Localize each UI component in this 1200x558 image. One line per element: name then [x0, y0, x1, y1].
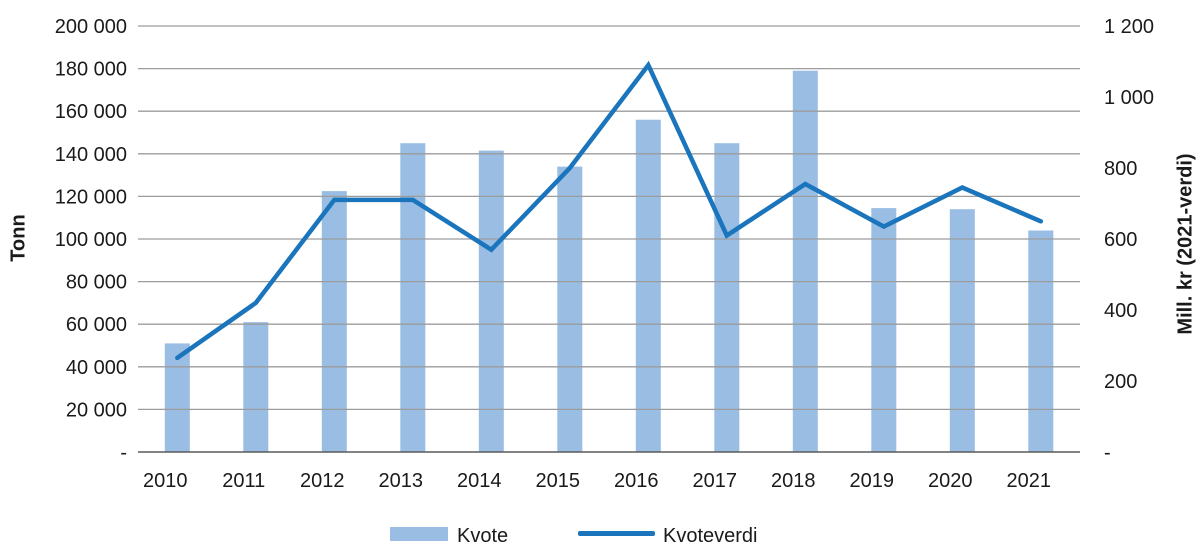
bar-2021	[1028, 230, 1054, 452]
x-tick-2013: 2013	[379, 470, 424, 492]
x-tick-2018: 2018	[771, 470, 816, 492]
bar-2013	[400, 143, 426, 452]
left-tick-200000: 200 000	[55, 16, 127, 38]
bar-2018	[792, 70, 818, 452]
right-tick-600: 600	[1104, 229, 1137, 251]
left-tick-40000: 40 000	[66, 357, 127, 379]
x-tick-2019: 2019	[850, 470, 895, 492]
bar-2020	[949, 209, 975, 452]
x-tick-2021: 2021	[1007, 470, 1052, 492]
bar-2019	[871, 208, 897, 452]
x-tick-2016: 2016	[614, 470, 659, 492]
kvoteverdi-line	[175, 60, 1044, 361]
x-tick-2011: 2011	[222, 470, 265, 492]
bar-2014	[478, 150, 504, 452]
left-tick-180000: 180 000	[55, 59, 127, 81]
x-tick-2010: 2010	[143, 470, 188, 492]
x-tick-2015: 2015	[536, 470, 581, 492]
right-axis-title: Mill. kr (2021-verdi)	[1174, 153, 1197, 335]
left-tick-100000: 100 000	[55, 229, 127, 251]
right-tick-200: 200	[1104, 371, 1137, 393]
left-tick-160000: 160 000	[55, 101, 127, 123]
bar-2010	[164, 343, 190, 452]
left-tick-20000: 20 000	[66, 399, 127, 421]
bar-2015	[557, 166, 583, 452]
bar-2016	[635, 119, 661, 452]
right-tick-800: 800	[1104, 158, 1137, 180]
bar-2017	[714, 143, 740, 452]
right-tick-1200: 1 200	[1104, 16, 1154, 38]
x-tick-2017: 2017	[693, 470, 738, 492]
bar-2012	[321, 191, 347, 452]
right-tick-0: -	[1104, 442, 1111, 464]
x-tick-2014: 2014	[457, 470, 502, 492]
x-tick-2012: 2012	[300, 470, 345, 492]
bar-2011	[243, 322, 269, 452]
left-tick-140000: 140 000	[55, 144, 127, 166]
left-tick-60000: 60 000	[66, 314, 127, 336]
left-tick-0: -	[120, 442, 127, 464]
left-tick-120000: 120 000	[55, 186, 127, 208]
left-tick-80000: 80 000	[66, 272, 127, 294]
right-tick-1000: 1 000	[1104, 87, 1154, 109]
x-tick-2020: 2020	[928, 470, 973, 492]
right-tick-400: 400	[1104, 300, 1137, 322]
